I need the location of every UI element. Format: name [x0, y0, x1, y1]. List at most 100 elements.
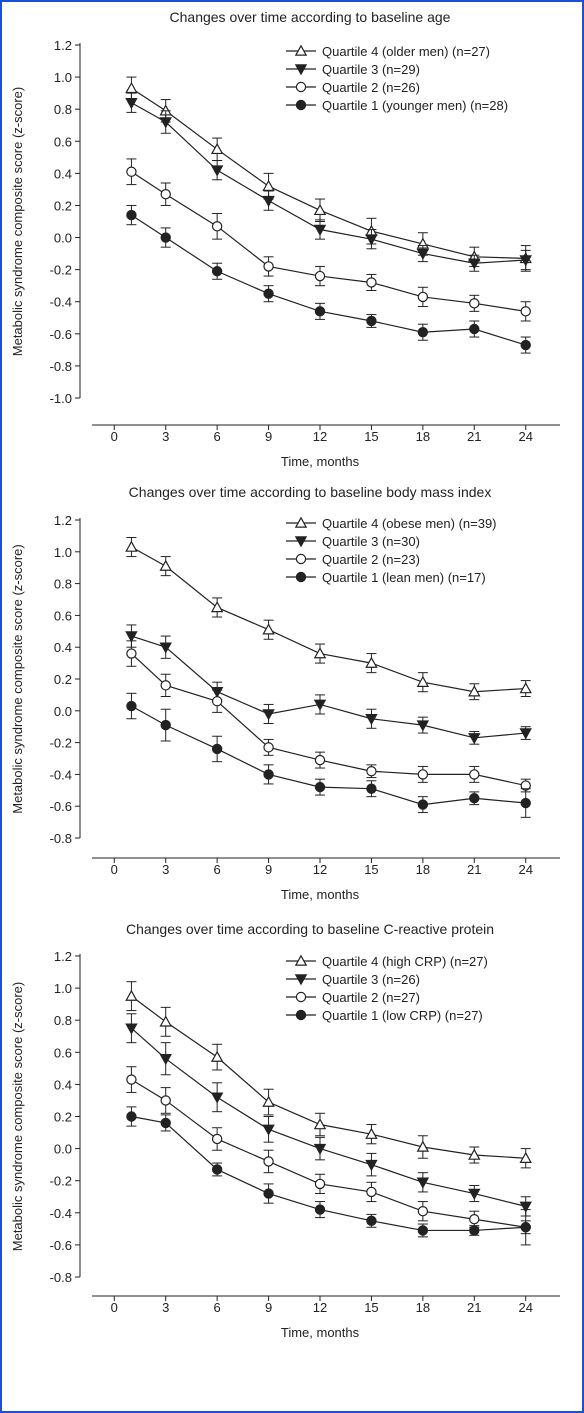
- data-point: [159, 1015, 172, 1027]
- y-tick-label: 1.2: [54, 38, 72, 53]
- x-tick-label: 9: [265, 1300, 272, 1315]
- legend-label: Quartile 3 (n=29): [322, 62, 420, 77]
- y-tick-label: 0.2: [54, 1110, 72, 1125]
- y-tick-label: -0.2: [50, 1174, 72, 1189]
- data-point: [159, 1053, 172, 1066]
- data-point: [416, 1140, 430, 1152]
- legend-label: Quartile 2 (n=27): [322, 990, 420, 1005]
- data-point: [366, 1186, 377, 1198]
- x-tick-label: 15: [364, 862, 378, 877]
- data-point: [519, 255, 532, 267]
- data-point: [263, 288, 274, 299]
- series-line: [131, 214, 526, 346]
- legend-marker: [294, 516, 308, 528]
- data-point: [468, 685, 481, 697]
- data-point: [314, 1178, 326, 1190]
- data-point: [210, 1092, 224, 1104]
- data-point: [366, 315, 377, 327]
- data-point: [125, 989, 138, 1001]
- data-point: [365, 1159, 378, 1172]
- y-tick-label: -0.4: [50, 295, 72, 310]
- legend-marker: [295, 81, 307, 93]
- data-point: [313, 647, 327, 659]
- series-4: [126, 692, 531, 818]
- data-point: [417, 769, 429, 780]
- y-tick-label: 0.6: [54, 134, 72, 149]
- chart-title: Changes over time according to baseline …: [126, 921, 494, 937]
- data-point: [263, 769, 274, 780]
- data-point: [468, 1148, 481, 1160]
- data-point: [125, 631, 138, 643]
- chart-panel-3: Changes over time according to baseline …: [10, 921, 560, 1340]
- data-point: [416, 248, 430, 261]
- x-tick-label: 6: [214, 429, 221, 444]
- data-point: [314, 306, 326, 317]
- legend-label: Quartile 1 (younger men) (n=28): [322, 98, 508, 113]
- data-point: [210, 1050, 224, 1062]
- data-point: [520, 306, 531, 317]
- data-point: [160, 189, 171, 200]
- data-point: [417, 291, 429, 303]
- x-tick-label: 24: [518, 1300, 532, 1315]
- data-point: [313, 1118, 327, 1130]
- chart-title: Changes over time according to baseline …: [129, 484, 492, 500]
- data-point: [262, 1124, 275, 1136]
- series-line: [131, 705, 526, 806]
- data-point: [211, 266, 223, 277]
- data-point: [416, 720, 430, 732]
- y-tick-label: -0.6: [50, 327, 72, 342]
- data-point: [519, 728, 532, 740]
- data-point: [160, 680, 171, 691]
- legend-label: Quartile 4 (obese men) (n=39): [322, 516, 497, 531]
- y-axis-label: Metabolic syndrome composite score (z-sc…: [10, 544, 25, 813]
- x-axis-label: Time, months: [281, 454, 360, 469]
- legend-marker: [295, 99, 307, 111]
- legend: Quartile 4 (obese men) (n=39) Quartile 3 …: [286, 516, 497, 585]
- data-point: [160, 232, 171, 243]
- data-point: [314, 781, 326, 793]
- x-tick-label: 6: [214, 1300, 221, 1315]
- data-point: [125, 81, 138, 94]
- y-tick-label: -1.0: [50, 391, 72, 406]
- x-tick-label: 15: [364, 429, 378, 444]
- y-tick-label: -0.4: [50, 1206, 72, 1221]
- data-point: [416, 1177, 430, 1189]
- data-point: [160, 1095, 171, 1106]
- series-2: [125, 624, 532, 745]
- y-tick-label: -0.8: [50, 359, 72, 374]
- y-tick-label: -0.8: [50, 1270, 72, 1285]
- series-4: [126, 204, 531, 354]
- series-line: [131, 546, 526, 693]
- chart-panel-1: Changes over time according to baseline …: [10, 9, 560, 469]
- y-tick-label: -0.2: [50, 263, 72, 278]
- data-point: [469, 793, 480, 804]
- series-line: [131, 1115, 526, 1232]
- data-point: [125, 540, 138, 552]
- data-point: [417, 327, 429, 338]
- data-point: [126, 1111, 137, 1122]
- x-tick-label: 9: [265, 429, 272, 444]
- x-tick-label: 24: [518, 862, 532, 877]
- data-point: [160, 719, 171, 731]
- y-tick-label: 1.0: [54, 545, 72, 560]
- legend-marker: [294, 974, 308, 986]
- series-1: [125, 536, 532, 701]
- x-axis-label: Time, months: [281, 887, 360, 902]
- x-tick-label: 0: [111, 1300, 118, 1315]
- data-point: [211, 743, 223, 755]
- y-tick-label: 0.4: [54, 1077, 72, 1092]
- legend-marker: [294, 536, 308, 548]
- data-point: [125, 1023, 138, 1035]
- data-point: [520, 1222, 531, 1233]
- y-tick-label: 0.2: [54, 672, 72, 687]
- y-tick-label: 1.2: [54, 949, 72, 964]
- data-point: [263, 261, 274, 272]
- data-point: [126, 700, 137, 712]
- data-point: [519, 1201, 532, 1213]
- data-point: [417, 799, 429, 810]
- y-tick-label: 1.0: [54, 70, 72, 85]
- legend-marker: [295, 571, 307, 583]
- data-point: [160, 1117, 171, 1129]
- y-tick-label: 1.0: [54, 981, 72, 996]
